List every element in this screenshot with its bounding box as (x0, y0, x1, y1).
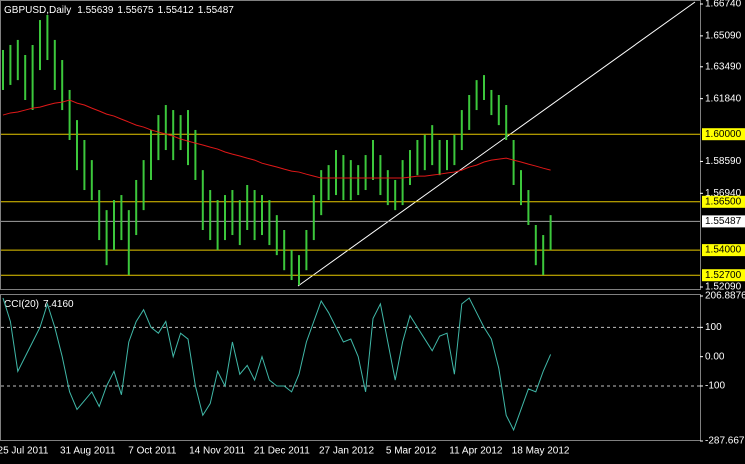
x-tick-label: 21 Dec 2011 (254, 446, 310, 457)
x-tick-label: 25 Jul 2011 (0, 446, 49, 457)
x-tick-label: 18 May 2012 (512, 446, 570, 457)
symbol: GBPUSD,Daily (4, 5, 71, 16)
y-tick-label: 0.00 (705, 351, 725, 362)
y-tick-label: 1.61840 (705, 93, 742, 104)
cci-header: CCI(20) 7.4160 (4, 299, 74, 310)
y-tick-label: 1.63490 (705, 61, 742, 72)
y-tick-label: 1.52090 (705, 282, 742, 293)
cci-panel-border (0, 294, 701, 441)
close: 1.55487 (198, 5, 235, 16)
cci-line (2, 297, 552, 432)
low: 1.55412 (158, 5, 195, 16)
x-tick-label: 31 Aug 2011 (60, 446, 116, 457)
x-tick-label: 14 Nov 2011 (189, 446, 245, 457)
y-tick-label: 206.8876 (705, 291, 745, 302)
x-tick-label: 11 Apr 2012 (449, 446, 503, 457)
x-tick-label: 5 Mar 2012 (386, 446, 437, 457)
high: 1.55675 (117, 5, 154, 16)
level-tag (702, 269, 745, 282)
level-label: 1.56500 (705, 196, 742, 207)
level-tag (702, 195, 745, 208)
y-tick-label: 1.65090 (705, 31, 742, 42)
level-label: 1.54000 (705, 245, 742, 256)
level-label: 1.52700 (705, 270, 742, 281)
x-tick-label: 27 Jan 2012 (319, 446, 374, 457)
y-tick-label: 1.56940 (705, 188, 742, 199)
current-price-label: 1.55487 (705, 216, 742, 227)
price-header: GBPUSD,Daily 1.55639 1.55675 1.55412 1.55487 (4, 5, 234, 16)
price-panel-border (0, 0, 701, 290)
open: 1.55639 (77, 5, 114, 16)
x-tick-label: 7 Oct 2011 (128, 446, 177, 457)
current-price-tag (702, 215, 745, 228)
level-tag (702, 244, 745, 257)
moving-average (2, 99, 551, 179)
y-tick-label: 1.58590 (705, 156, 742, 167)
y-tick-label: -287.667 (705, 436, 745, 447)
trendline (297, 1, 696, 287)
level-label: 1.60000 (705, 129, 742, 140)
level-tag (702, 128, 745, 141)
cci-last: 7.4160 (43, 299, 74, 310)
cci-title: CCI(20) (4, 299, 39, 310)
y-tick-label: 100 (705, 322, 722, 333)
y-tick-label: -100 (705, 381, 725, 392)
y-tick-label: 1.66740 (705, 0, 742, 10)
